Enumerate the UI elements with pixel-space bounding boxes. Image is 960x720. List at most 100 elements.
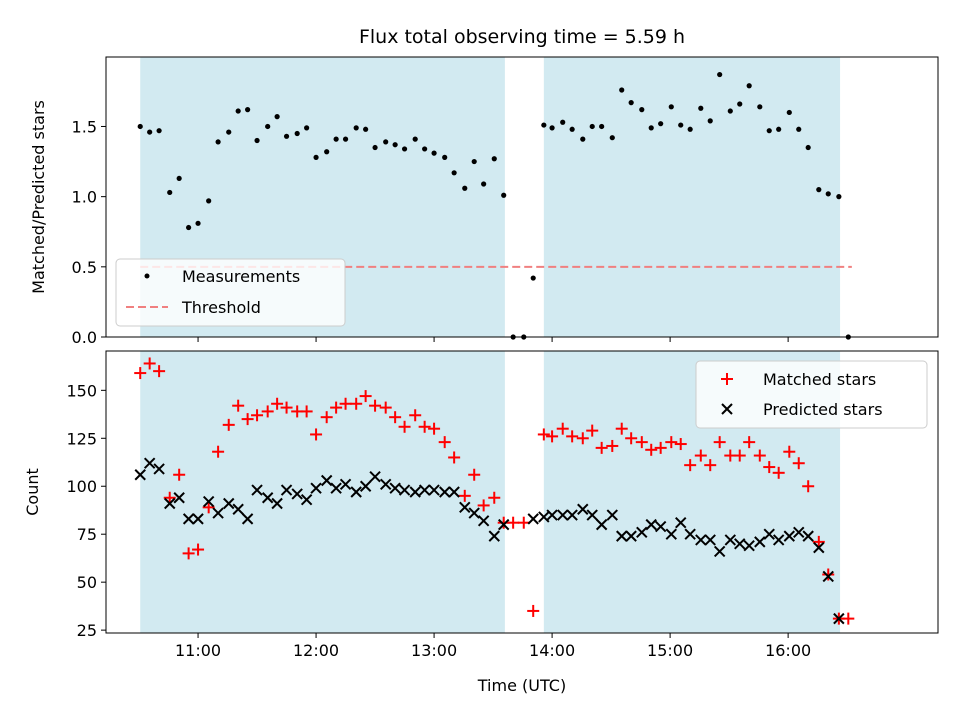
legend-label-matched: Matched stars	[763, 370, 876, 389]
matched-star-point	[488, 491, 501, 504]
matched-star-point	[822, 568, 835, 581]
measurement-point	[137, 123, 143, 130]
predicted-star-point	[734, 538, 746, 550]
measurement-point	[717, 71, 723, 78]
matched-star-point	[654, 441, 667, 454]
x-ticks-bottom: 11:00 12:00 13:00 14:00 15:00 16:00	[175, 633, 811, 660]
matched-star-points	[134, 357, 855, 625]
predicted-star-point	[223, 497, 235, 510]
measurement-point	[195, 220, 201, 226]
matched-star-point	[763, 461, 776, 474]
predicted-star-point	[636, 526, 648, 538]
y-tick-label: 0.0	[72, 328, 97, 347]
measurement-point	[167, 189, 173, 196]
predicted-star-point	[418, 484, 431, 496]
predicted-star-point	[606, 509, 618, 521]
predicted-star-point	[182, 513, 195, 525]
measurement-point	[619, 87, 625, 93]
predicted-star-points	[134, 457, 845, 625]
y-axis-label-bottom: Count	[23, 468, 42, 516]
predicted-star-point	[468, 507, 480, 519]
predicted-star-point	[379, 478, 392, 491]
axes-frame-bottom	[105, 350, 939, 634]
measurement-point	[451, 170, 457, 176]
measurement-point	[283, 133, 290, 139]
matched-star-point	[143, 357, 156, 370]
matched-star-point	[241, 413, 254, 426]
predicted-star-point	[793, 526, 805, 538]
matched-star-point	[339, 397, 352, 410]
predicted-star-point	[212, 507, 224, 519]
measurement-point	[353, 125, 359, 131]
predicted-star-point	[350, 486, 362, 498]
matched-star-point	[772, 466, 785, 479]
measurement-point	[401, 146, 408, 152]
measurement-point	[294, 130, 300, 137]
predicted-star-point	[134, 469, 146, 481]
predicted-star-point	[743, 540, 755, 552]
matched-star-point	[350, 397, 363, 410]
matched-star-point	[310, 428, 323, 441]
predicted-star-point	[369, 470, 381, 483]
matched-star-point	[546, 430, 559, 443]
predicted-star-point	[546, 509, 558, 521]
matched-star-point	[743, 436, 756, 449]
predicted-star-point	[802, 530, 814, 542]
matched-star-point	[537, 428, 550, 441]
predicted-star-point	[428, 484, 440, 496]
predicted-star-point	[625, 530, 637, 542]
measurement-point	[462, 185, 468, 191]
y-tick-label: 25	[77, 621, 97, 640]
measurement-point	[431, 150, 437, 156]
measurement-point	[147, 129, 153, 135]
matched-star-point	[576, 432, 589, 445]
measurement-point	[589, 123, 595, 130]
matched-star-point	[733, 449, 746, 462]
matched-star-point	[704, 459, 717, 472]
measurement-point	[333, 136, 339, 142]
predicted-star-point	[566, 509, 578, 521]
predicted-star-point	[813, 541, 825, 554]
measurement-point	[786, 109, 792, 116]
matched-star-point	[261, 405, 274, 418]
matched-star-point	[202, 501, 215, 514]
matched-star-point	[232, 399, 245, 412]
predicted-star-point	[143, 457, 156, 469]
y-tick-label: 75	[77, 525, 97, 544]
matched-star-point	[684, 459, 697, 472]
predicted-star-point	[330, 482, 342, 494]
matched-star-point	[468, 468, 481, 481]
matched-star-point	[320, 411, 333, 424]
measurement-point	[580, 136, 586, 142]
legend-bottom: Matched stars Predicted stars	[695, 360, 928, 429]
observing-window	[543, 57, 841, 337]
predicted-star-point	[320, 474, 333, 487]
y-tick-label: 0.5	[72, 258, 97, 277]
predicted-star-point	[595, 518, 608, 531]
measurement-point	[442, 154, 448, 160]
predicted-star-point	[538, 511, 550, 523]
measurement-point	[825, 191, 831, 197]
predicted-star-point	[241, 513, 254, 525]
matched-star-point	[595, 441, 608, 454]
matched-star-point	[271, 397, 284, 410]
measurement-point	[796, 126, 802, 132]
measurement-point	[372, 144, 378, 151]
matched-star-point	[379, 401, 392, 414]
legend-marker-measurements	[144, 273, 150, 279]
predicted-star-point	[754, 536, 766, 548]
x-tick-label: 15:00	[647, 641, 693, 660]
predicted-star-point	[577, 503, 589, 515]
legend-marker-matched	[721, 373, 733, 385]
panel-counts: 11:00 12:00 13:00 14:00 15:00 16:00 25 50 75 100…	[23, 350, 939, 695]
matched-star-point	[812, 535, 825, 548]
predicted-star-point	[271, 497, 283, 510]
matched-star-point	[458, 489, 471, 502]
predicted-star-point	[459, 501, 471, 514]
measurement-point	[313, 154, 319, 160]
measurement-point	[226, 129, 232, 135]
predicted-star-point	[389, 482, 401, 494]
matched-star-point	[153, 365, 166, 378]
predicted-star-point	[261, 492, 274, 504]
predicted-star-point	[645, 518, 657, 531]
